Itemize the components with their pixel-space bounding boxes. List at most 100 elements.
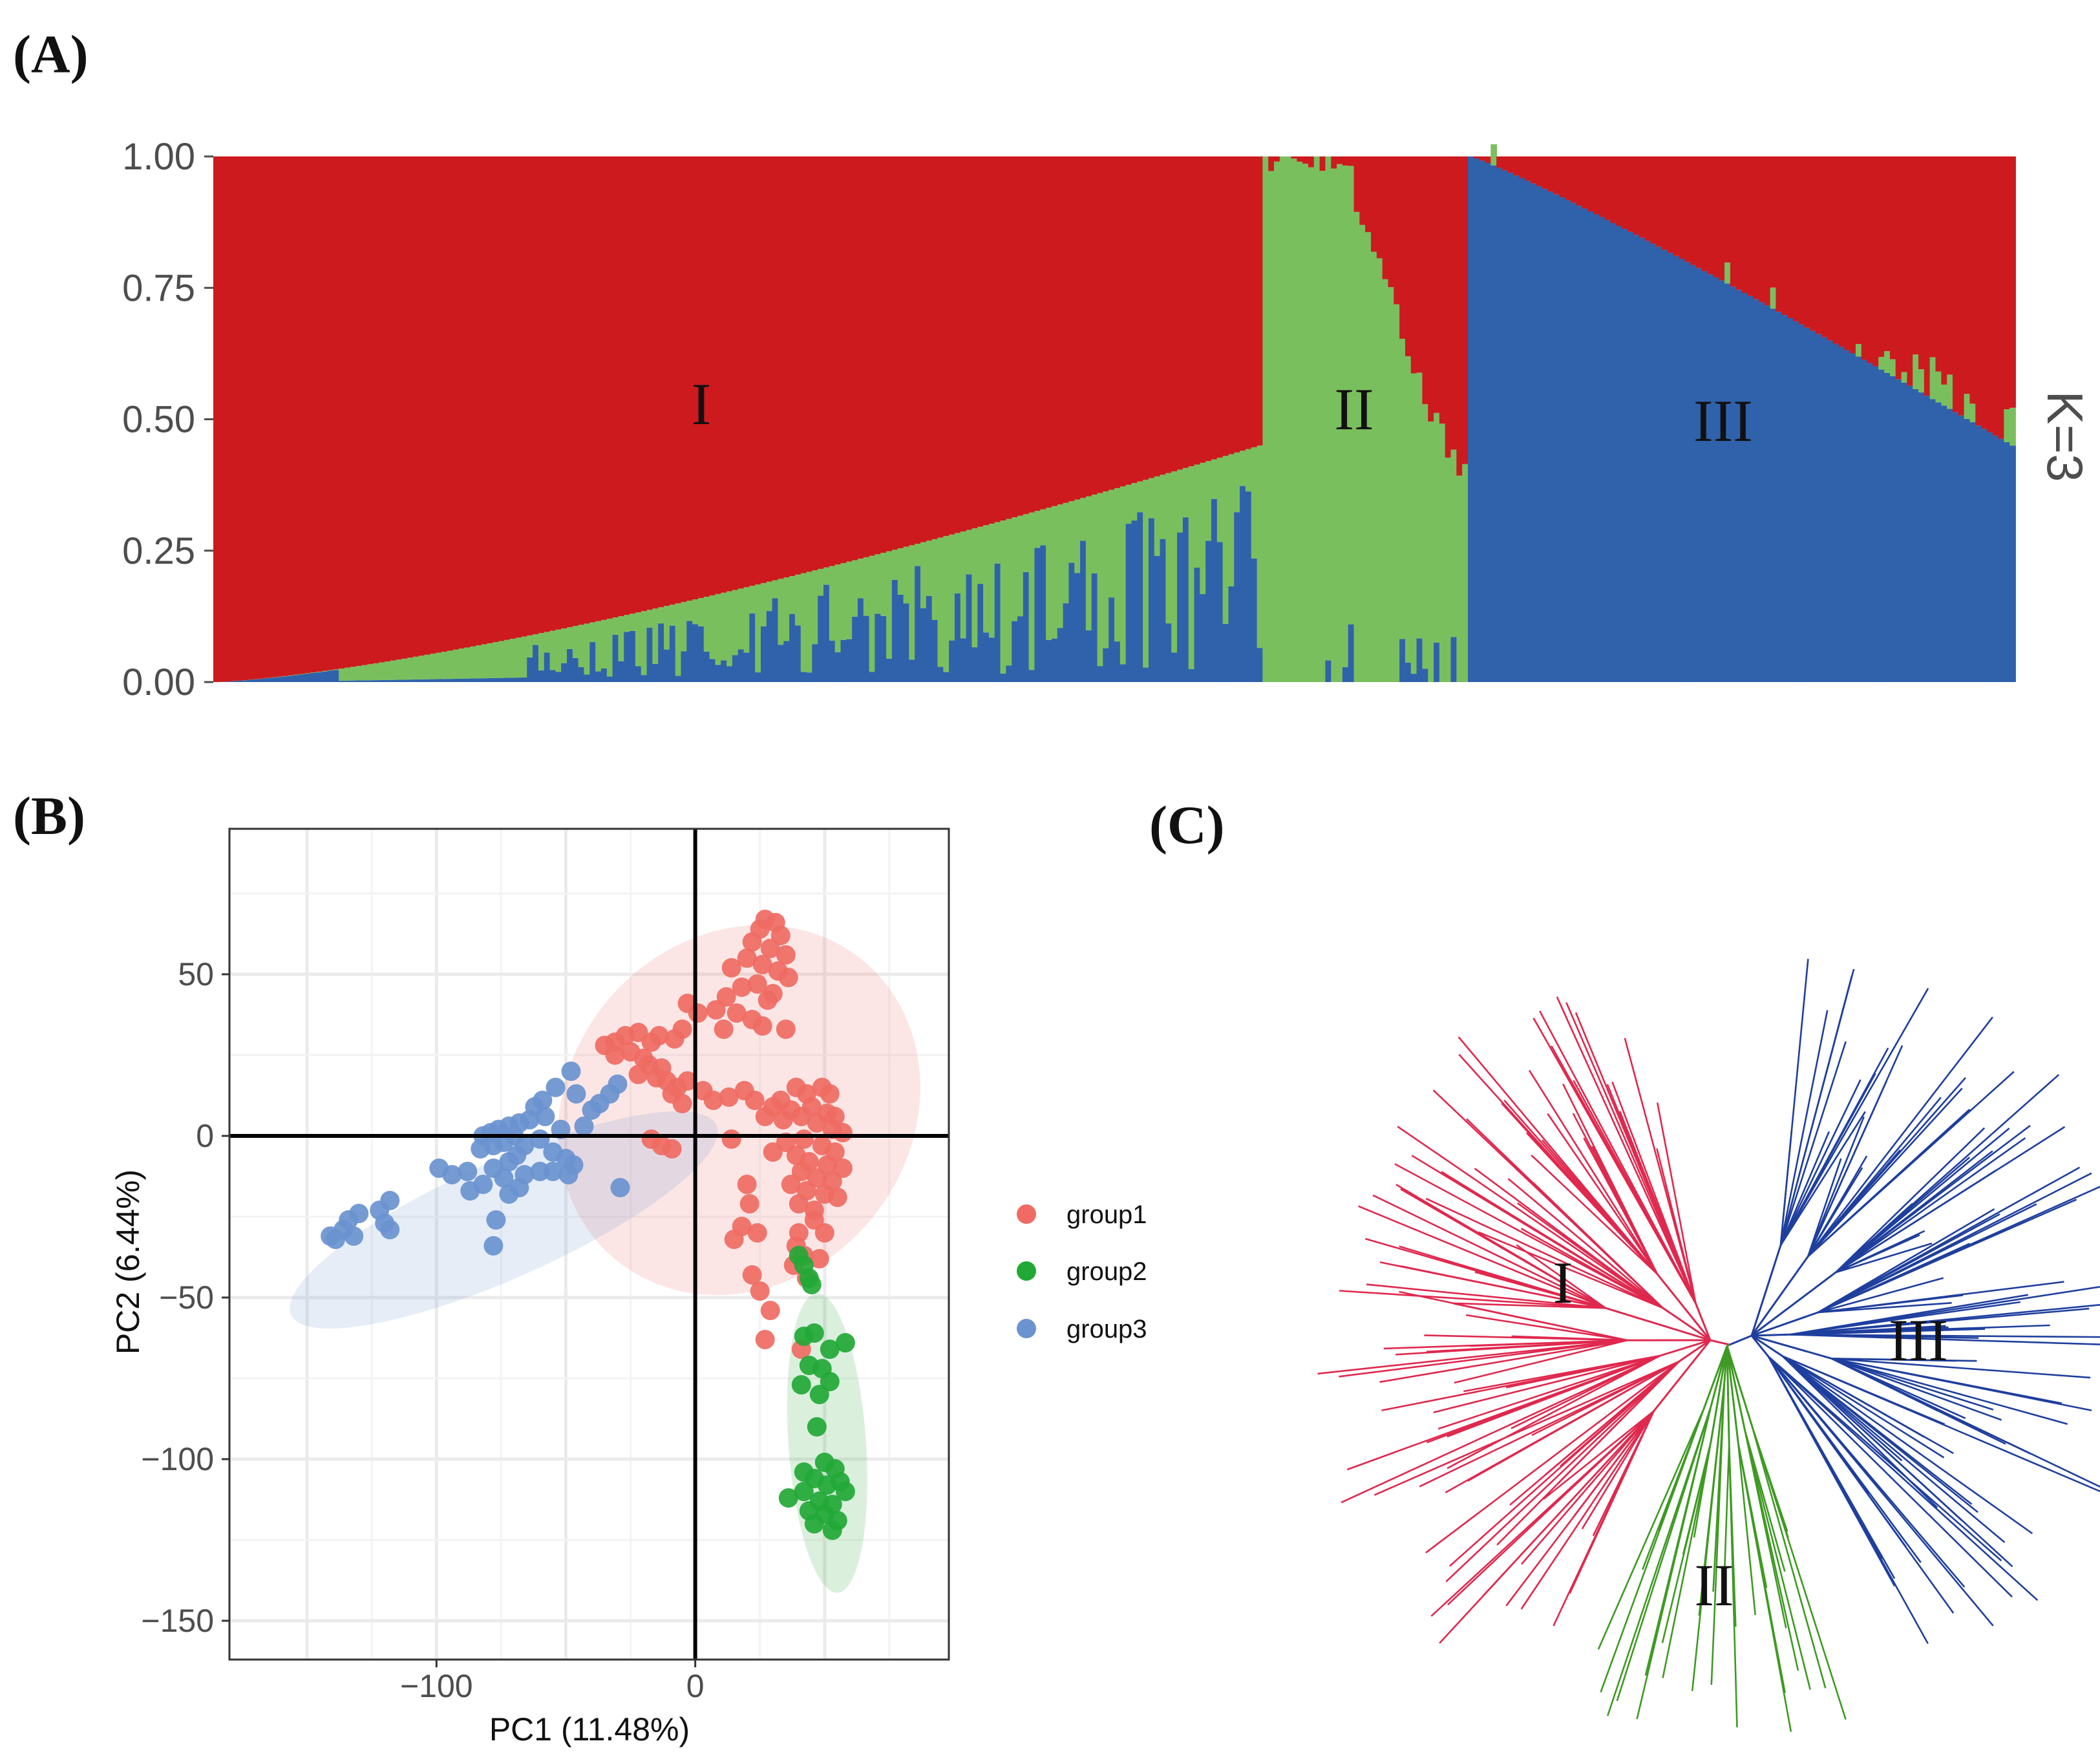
bar-segment-blue (487, 678, 494, 682)
bar-segment-blue (1867, 363, 1874, 682)
tree-tip-branch (1779, 1111, 1866, 1246)
bar-segment-red (681, 156, 688, 603)
bar-segment-green (396, 659, 403, 680)
bar-segment-green (715, 593, 722, 665)
bar-segment-red (412, 156, 419, 657)
bar-segment-blue (983, 632, 990, 682)
bar-segment-red (1394, 156, 1401, 305)
bar-segment-red (350, 156, 357, 667)
tree-tip-branch (1831, 1358, 2002, 1421)
bar-segment-blue (606, 676, 613, 682)
bar-segment-red (538, 156, 545, 634)
bar-segment-green (846, 561, 853, 639)
tree-tip-branch (1539, 1010, 1697, 1304)
tree-tip-branch (1835, 1230, 1925, 1274)
bar-segment-red (612, 156, 619, 618)
bar-segment-blue (1519, 178, 1526, 683)
bar-segment-green (1028, 512, 1035, 670)
bar-segment-green (1194, 464, 1201, 568)
bar-segment-green (304, 673, 311, 674)
bar-segment-red (1587, 156, 1595, 211)
data-point-group1 (677, 1071, 697, 1091)
bar-segment-red (1901, 156, 1908, 372)
bar-segment-red (407, 156, 414, 658)
bar-segment-blue (1816, 334, 1822, 682)
bar-segment-red (213, 156, 220, 682)
bar-segment-green (430, 654, 436, 679)
tree-tip-branch (1807, 1116, 1865, 1257)
bar-segment-green (743, 587, 750, 653)
bar-segment-green (578, 625, 585, 667)
data-point-group2 (794, 1462, 814, 1482)
bar-segment-green (527, 635, 533, 657)
bar-segment-red (1274, 156, 1280, 162)
bar-segment-green (783, 577, 790, 641)
tree-tip-branch (1339, 1290, 1606, 1309)
bar-segment-green (1337, 164, 1343, 683)
bar-segment-red (794, 156, 801, 575)
bar-segment-blue (527, 657, 533, 682)
phylogenetic-tree: I II III (1317, 959, 2100, 1732)
bar-segment-red (595, 156, 602, 621)
bar-segment-green (915, 544, 921, 566)
bar-segment-green (1165, 473, 1172, 624)
bar-segment-blue (1040, 545, 1047, 682)
bar-segment-green (1325, 156, 1332, 661)
bar-segment-blue (749, 613, 756, 682)
bar-segment-green (829, 566, 836, 641)
bar-segment-blue (1468, 156, 1474, 682)
bar-segment-blue (418, 679, 425, 682)
bar-segment-blue (737, 649, 745, 682)
bar-segment-blue (1770, 308, 1777, 682)
bar-segment-green (863, 557, 870, 616)
bar-segment-blue (1929, 399, 1936, 682)
bar-segment-red (1531, 156, 1537, 184)
data-point-group1 (628, 1065, 648, 1084)
bar-segment-blue (1194, 567, 1201, 682)
bar-segment-red (732, 156, 739, 590)
bar-segment-green (1969, 403, 1977, 423)
bar-segment-green (339, 668, 345, 681)
data-point-group1 (737, 948, 757, 968)
structure-y-axis: 0.00 0.25 0.50 0.75 1.00 (122, 136, 213, 703)
bar-segment-red (618, 156, 625, 617)
bar-segment-red (1074, 156, 1081, 500)
pca-x-tick-label: −100 (400, 1668, 473, 1704)
tree-internal-branch (1726, 1345, 1746, 1431)
bar-segment-red (994, 156, 1001, 522)
bar-segment-red (703, 156, 710, 597)
bar-segment-red (1787, 156, 1794, 319)
tree-tip-branch (1656, 1102, 1697, 1304)
bar-segment-green (635, 612, 642, 667)
structure-label-i: I (692, 371, 712, 437)
bar-segment-blue (1012, 621, 1018, 682)
data-point-group3 (458, 1162, 478, 1181)
bar-segment-red (1747, 156, 1754, 296)
bar-segment-red (709, 156, 716, 595)
tree-tip-branch (1453, 1302, 1606, 1309)
bar-segment-green (658, 607, 664, 624)
tree-tip-branch (1397, 1126, 1664, 1309)
bar-segment-green (561, 628, 567, 663)
bar-segment-red (1165, 156, 1172, 473)
bar-segment-blue (407, 679, 414, 682)
bar-segment-blue (555, 672, 562, 682)
bar-segment-red (1776, 156, 1783, 312)
bar-segment-red (635, 156, 642, 613)
data-point-group1 (758, 990, 778, 1010)
bar-segment-red (926, 156, 933, 541)
bar-segment-red (977, 156, 984, 527)
bar-segment-green (1935, 371, 1942, 403)
bar-segment-red (1434, 156, 1440, 413)
data-point-group2 (789, 1246, 809, 1265)
data-point-group1 (776, 945, 796, 965)
tree-tip-branch (1424, 1334, 1628, 1341)
bar-segment-blue (646, 627, 653, 682)
tree-tip-branch (1516, 1244, 1606, 1309)
data-point-group1 (745, 1091, 765, 1110)
bar-segment-red (1479, 156, 1486, 161)
bar-segment-red (1428, 156, 1434, 422)
tree-tip-branch (1807, 1087, 1963, 1257)
tree-tip-branch (1807, 1167, 1863, 1257)
bar-segment-blue (436, 679, 442, 682)
